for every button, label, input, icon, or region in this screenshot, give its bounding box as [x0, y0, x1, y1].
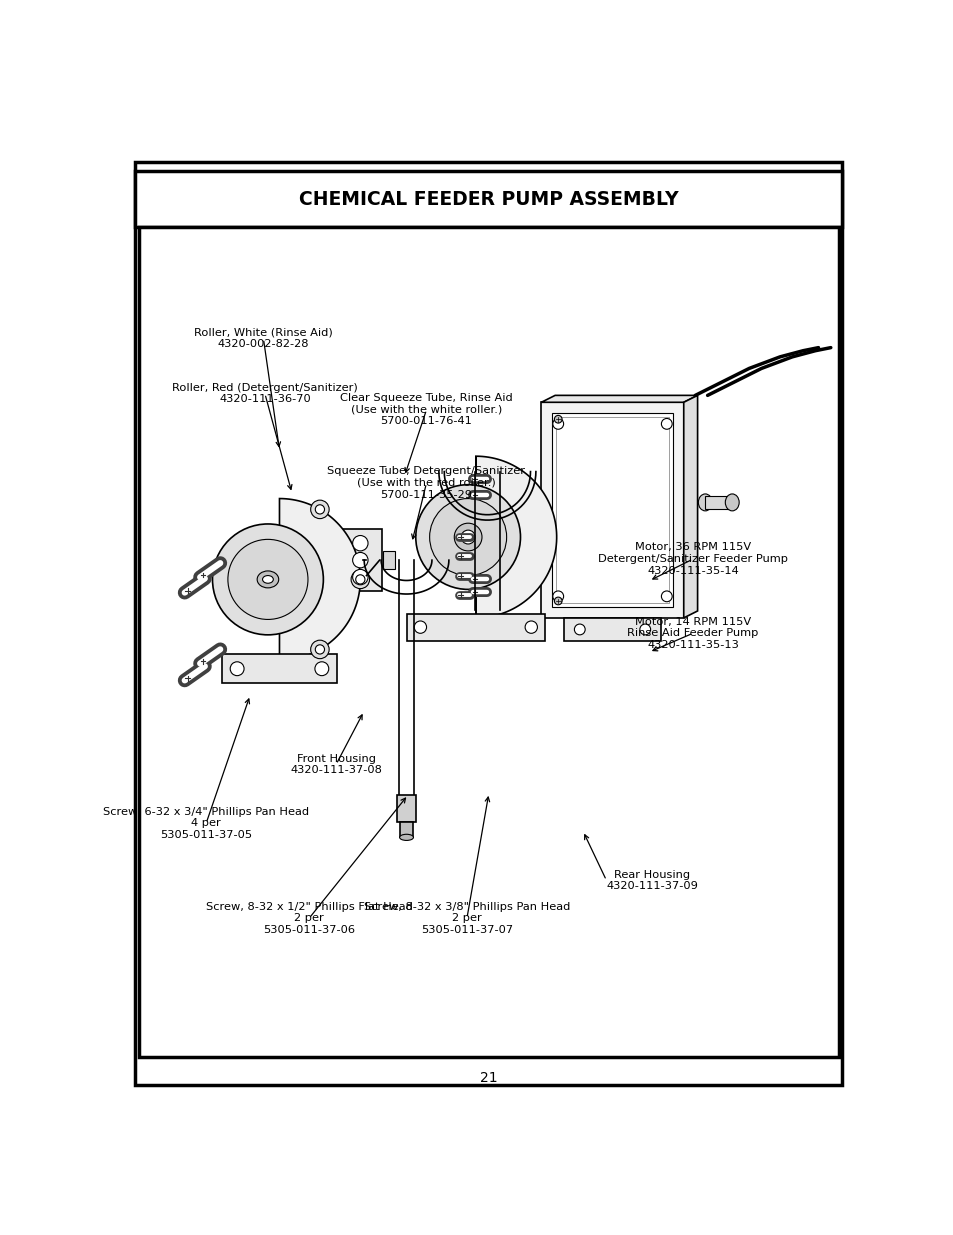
- Text: Screw, 8-32 x 1/2" Phillips Flat Head
2 per
5305-011-37-06: Screw, 8-32 x 1/2" Phillips Flat Head 2 …: [205, 902, 412, 935]
- Ellipse shape: [724, 494, 739, 511]
- Polygon shape: [540, 395, 697, 403]
- Text: Screw, 6-32 x 3/4" Phillips Pan Head
4 per
5305-011-37-05: Screw, 6-32 x 3/4" Phillips Pan Head 4 p…: [103, 806, 309, 840]
- Circle shape: [314, 662, 329, 676]
- Polygon shape: [279, 499, 360, 661]
- Polygon shape: [683, 395, 697, 618]
- Circle shape: [524, 621, 537, 634]
- Ellipse shape: [262, 576, 274, 583]
- Text: Clear Squeeze Tube, Rinse Aid
(Use with the white roller.)
5700-011-76-41: Clear Squeeze Tube, Rinse Aid (Use with …: [340, 393, 513, 426]
- Circle shape: [230, 662, 244, 676]
- Circle shape: [660, 419, 672, 430]
- Circle shape: [314, 645, 324, 655]
- Bar: [704, 496, 732, 509]
- Bar: [396, 795, 416, 823]
- Circle shape: [355, 574, 365, 584]
- Circle shape: [228, 540, 308, 620]
- Text: Screw, 8-32 x 3/8" Phillips Pan Head
2 per
5305-011-37-07: Screw, 8-32 x 3/8" Phillips Pan Head 2 p…: [363, 902, 570, 935]
- Text: Motor, 14 RPM 115V
Rinse Aid Feeder Pump
4320-111-35-13: Motor, 14 RPM 115V Rinse Aid Feeder Pump…: [627, 616, 758, 650]
- Bar: [552, 412, 672, 608]
- Text: Roller, Red (Detergent/Sanitizer)
4320-111-36-70: Roller, Red (Detergent/Sanitizer) 4320-1…: [172, 383, 357, 404]
- Circle shape: [554, 415, 561, 424]
- Circle shape: [460, 530, 475, 543]
- Circle shape: [314, 505, 324, 514]
- Bar: [138, 227, 839, 1057]
- Circle shape: [552, 592, 563, 601]
- Circle shape: [429, 499, 506, 576]
- Circle shape: [311, 640, 329, 658]
- Circle shape: [454, 524, 481, 551]
- Circle shape: [351, 571, 369, 589]
- Bar: [325, 551, 337, 569]
- Bar: [135, 172, 841, 227]
- Circle shape: [213, 524, 323, 635]
- Bar: [339, 530, 381, 592]
- Circle shape: [552, 419, 563, 430]
- Circle shape: [353, 536, 368, 551]
- Circle shape: [311, 500, 329, 519]
- Circle shape: [353, 569, 368, 585]
- Bar: [382, 551, 395, 569]
- Bar: [399, 823, 413, 837]
- Circle shape: [574, 624, 584, 635]
- Ellipse shape: [257, 571, 278, 588]
- Bar: [406, 614, 544, 641]
- Text: Front Housing
4320-111-37-08: Front Housing 4320-111-37-08: [290, 753, 381, 776]
- Ellipse shape: [698, 494, 712, 511]
- Polygon shape: [540, 403, 683, 618]
- Bar: [564, 618, 659, 641]
- Text: 21: 21: [479, 1071, 497, 1084]
- Text: Motor, 36 RPM 115V
Detergent/Sanitizer Feeder Pump
4320-111-35-14: Motor, 36 RPM 115V Detergent/Sanitizer F…: [598, 542, 787, 576]
- Text: Roller, White (Rinse Aid)
4320-002-82-28: Roller, White (Rinse Aid) 4320-002-82-28: [193, 327, 333, 350]
- Circle shape: [353, 552, 368, 568]
- Polygon shape: [476, 456, 557, 618]
- Text: Squeeze Tube, Detergent/Sanitizer
(Use with the red roller.)
5700-111-35-29: Squeeze Tube, Detergent/Sanitizer (Use w…: [327, 467, 525, 499]
- Text: Rear Housing
4320-111-37-09: Rear Housing 4320-111-37-09: [606, 869, 698, 892]
- Circle shape: [639, 624, 650, 635]
- Circle shape: [660, 592, 672, 601]
- Ellipse shape: [399, 835, 413, 841]
- Text: CHEMICAL FEEDER PUMP ASSEMBLY: CHEMICAL FEEDER PUMP ASSEMBLY: [299, 189, 678, 209]
- Circle shape: [554, 597, 561, 605]
- Circle shape: [414, 621, 426, 634]
- Circle shape: [416, 484, 520, 589]
- Bar: [556, 417, 668, 603]
- Bar: [221, 655, 336, 683]
